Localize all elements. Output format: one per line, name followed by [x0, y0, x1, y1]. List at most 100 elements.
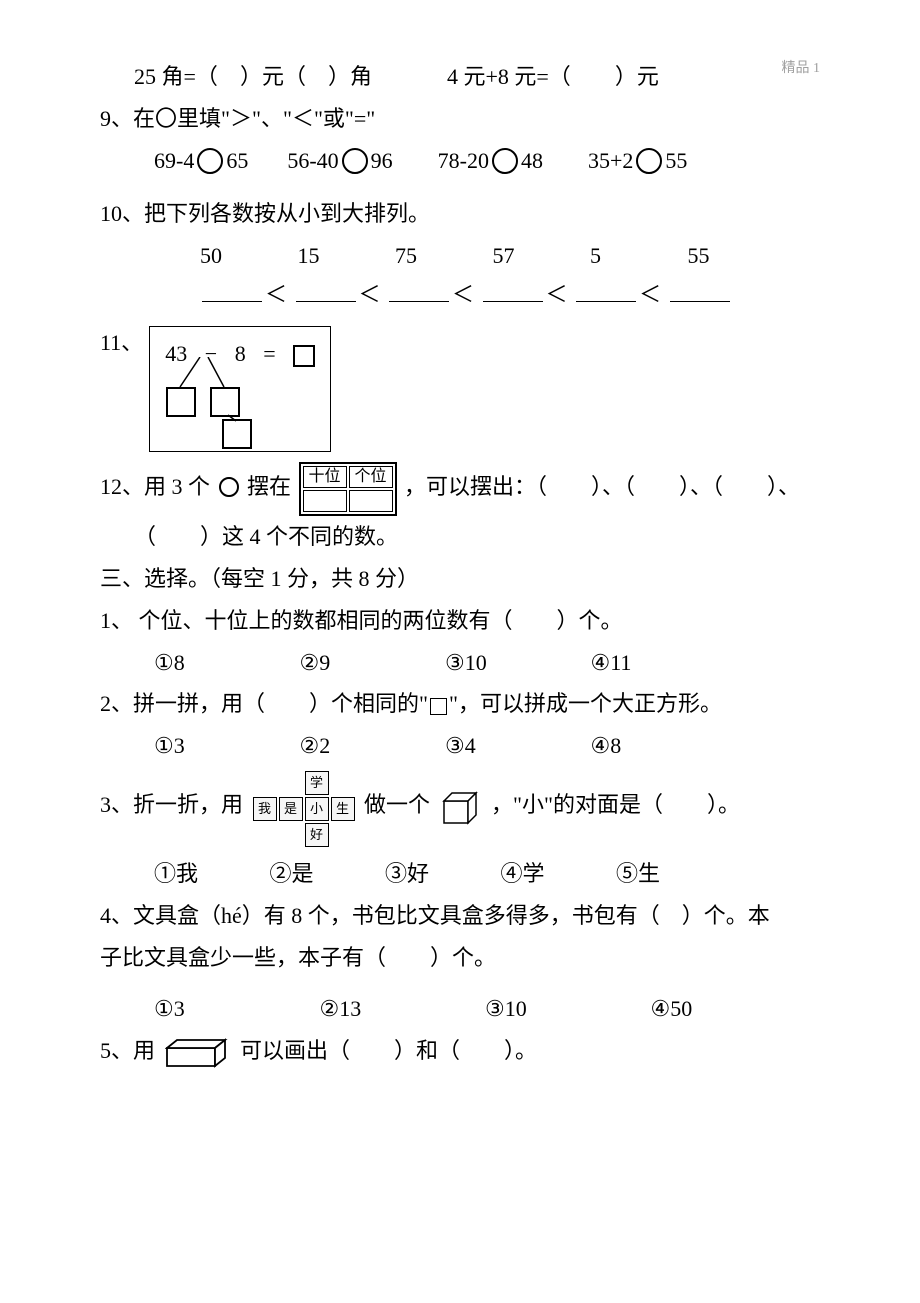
fill-blank [483, 279, 543, 302]
q12-line2: （ ）这 4 个不同的数。 [100, 516, 820, 558]
s3q1-opt1: ①8 [154, 642, 294, 684]
th-ones: 个位 [349, 466, 393, 488]
answer-box-icon [222, 419, 252, 449]
s3q2-pre: 2、拼一拼，用（ ）个相同的" [100, 691, 428, 716]
q12-pre: 12、用 3 个 [100, 474, 210, 499]
compare-circle-icon [197, 148, 223, 174]
q10-numbers: 50 15 75 57 5 55 [100, 235, 820, 277]
fill-blank [576, 279, 636, 302]
q8-part1-post: ）角 [328, 64, 372, 89]
net-bot: 好 [305, 823, 329, 847]
s3q5-post: 可以画出（ ）和（ ）。 [240, 1038, 537, 1063]
s3q3-opt1: ①我 [154, 853, 264, 895]
s3q5-text: 5、用 可以画出（ ）和（ ）。 [100, 1030, 820, 1072]
compare-circle-icon [342, 148, 368, 174]
q9-c4-left: 35+2 [588, 148, 633, 173]
fill-blank [296, 279, 356, 302]
s3q1-opt2: ②9 [300, 642, 440, 684]
s3q3-opt4: ④学 [501, 853, 611, 895]
q9-comparisons: 69-4 65 56-40 96 78-20 48 35+2 55 [100, 140, 820, 182]
s3q3-options: ①我 ②是 ③好 ④学 ⑤生 [100, 853, 820, 895]
s3q2-opt1: ①3 [154, 725, 294, 767]
cube-net-icon: 学 我 是 小 生 好 [251, 769, 357, 849]
lt: ＜ [546, 282, 568, 307]
q8-part1-mid: ）元（ [240, 64, 306, 89]
fill-blank [670, 279, 730, 302]
compare-circle-icon [492, 148, 518, 174]
s3q5-pre: 5、用 [100, 1038, 155, 1063]
q12-line1: 12、用 3 个 摆在 十位个位 ，可以摆出：（ ）、（ ）、（ ）、 [100, 462, 820, 516]
s3q4-opt1: ①3 [154, 988, 314, 1030]
s3q3-opt5: ⑤生 [616, 853, 726, 895]
s3q4-options: ①3 ②13 ③10 ④50 [100, 988, 820, 1030]
net-r2: 是 [279, 797, 303, 821]
s3q3-post: ，"小"的对面是（ ）。 [491, 792, 740, 817]
lt: ＜ [265, 282, 287, 307]
q9-c3-left: 78-20 [438, 148, 489, 173]
s3q4-line2: 子比文具盒少一些，本子有（ ）个。 [100, 937, 820, 979]
circle-icon [219, 477, 239, 497]
answer-box-icon [166, 387, 196, 417]
q10-n3: 75 [395, 235, 487, 277]
fill-blank [202, 279, 262, 302]
q11-label: 11、 [100, 322, 143, 364]
lt: ＜ [452, 282, 474, 307]
answer-box-icon [210, 387, 240, 417]
s3q1-text: 1、 个位、十位上的数都相同的两位数有（ ）个。 [100, 600, 820, 642]
s3q4-opt2: ②13 [320, 988, 480, 1030]
q11-figure: 43 − 8 = [149, 326, 331, 452]
cuboid-icon [165, 1038, 231, 1068]
q9-c3-right: 48 [521, 148, 543, 173]
lt: ＜ [359, 282, 381, 307]
q12-mid: 摆在 [247, 474, 291, 499]
s3q3-pre: 3、折一折，用 [100, 792, 243, 817]
q9-label: 9、在〇里填"＞"、"＜"或"=" [100, 98, 820, 140]
q8-line: 25 角=（ ）元（ ）角 4 元+8 元=（ ）元 [100, 56, 820, 98]
q11: 11、 43 − 8 = [100, 322, 820, 452]
s3q2-opt2: ②2 [300, 725, 440, 767]
cube-icon [440, 789, 482, 825]
s3q2-opt3: ③4 [445, 725, 585, 767]
place-value-table: 十位个位 [299, 462, 397, 516]
s3q3-opt3: ③好 [385, 853, 495, 895]
q9-c1-right: 65 [226, 148, 248, 173]
q10-n4: 57 [493, 235, 585, 277]
s3q3-text: 3、折一折，用 学 我 是 小 生 好 做一个 ，"小"的对面是（ ）。 [100, 767, 820, 847]
q9-c1-left: 69-4 [154, 148, 194, 173]
net-top: 学 [305, 771, 329, 795]
q10-n2: 15 [298, 235, 390, 277]
q12-post1: ，可以摆出：（ ）、（ ）、（ ）、 [404, 474, 800, 499]
net-r1: 我 [253, 797, 277, 821]
s3q2-options: ①3 ②2 ③4 ④8 [100, 725, 820, 767]
s3q3-mid: 做一个 [364, 792, 430, 817]
q9-c4-right: 55 [665, 148, 687, 173]
q10-n5: 5 [590, 235, 682, 277]
section3-title: 三、选择。（每空 1 分，共 8 分） [100, 558, 820, 600]
s3q4-line1: 4、文具盒（hé）有 8 个，书包比文具盒多得多，书包有（ ）个。本 [100, 895, 820, 937]
s3q1-options: ①8 ②9 ③10 ④11 [100, 642, 820, 684]
square-icon [430, 698, 447, 715]
s3q2-opt4: ④8 [591, 725, 731, 767]
s3q4-opt3: ③10 [485, 988, 645, 1030]
compare-circle-icon [636, 148, 662, 174]
s3q4-opt4: ④50 [651, 988, 791, 1030]
q10-n6: 55 [688, 235, 780, 277]
th-tens: 十位 [303, 466, 347, 488]
net-r4: 生 [331, 797, 355, 821]
s3q2-text: 2、拼一拼，用（ ）个相同的" "，可以拼成一个大正方形。 [100, 683, 820, 725]
watermark: 精品 1 [782, 56, 821, 83]
q9-c2-left: 56-40 [287, 148, 338, 173]
fill-blank [389, 279, 449, 302]
s3q1-opt3: ③10 [445, 642, 585, 684]
lt: ＜ [639, 282, 661, 307]
q8-part2-post: ）元 [615, 64, 659, 89]
s3q2-post: "，可以拼成一个大正方形。 [449, 691, 722, 716]
q10-label: 10、把下列各数按从小到大排列。 [100, 193, 820, 235]
q9-c2-right: 96 [371, 148, 393, 173]
s3q3-opt2: ②是 [270, 853, 380, 895]
q10-n1: 50 [200, 235, 292, 277]
q8-part1-pre: 25 角=（ [134, 64, 218, 89]
q8-part2-pre: 4 元+8 元=（ [447, 64, 571, 89]
s3q1-opt4: ④11 [591, 642, 731, 684]
q10-blanks: ＜ ＜ ＜ ＜ ＜ [100, 277, 820, 312]
